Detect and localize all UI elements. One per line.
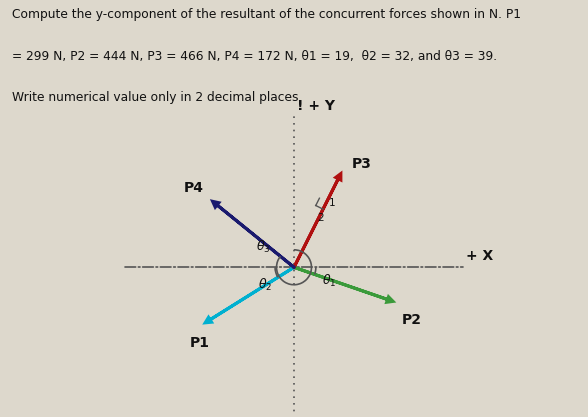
Text: + X: + X bbox=[466, 249, 493, 263]
Text: P3: P3 bbox=[352, 157, 371, 171]
Text: $\theta_1$: $\theta_1$ bbox=[322, 273, 336, 289]
Text: P1: P1 bbox=[189, 336, 209, 349]
FancyArrow shape bbox=[294, 173, 341, 267]
Text: ! + Y: ! + Y bbox=[297, 99, 335, 113]
Text: P4: P4 bbox=[184, 181, 204, 196]
Text: Compute the y-component of the resultant of the concurrent forces shown in N. P1: Compute the y-component of the resultant… bbox=[12, 8, 521, 21]
Text: $\theta_3$: $\theta_3$ bbox=[256, 239, 270, 255]
Text: Write numerical value only in 2 decimal places.: Write numerical value only in 2 decimal … bbox=[12, 91, 302, 104]
FancyArrow shape bbox=[294, 267, 393, 302]
Text: 1: 1 bbox=[329, 198, 336, 208]
FancyArrow shape bbox=[205, 267, 294, 323]
FancyArrow shape bbox=[212, 201, 294, 267]
Text: 2: 2 bbox=[317, 213, 323, 223]
Text: P2: P2 bbox=[402, 313, 422, 327]
Text: = 299 N, P2 = 444 N, P3 = 466 N, P4 = 172 N, θ1 = 19,  θ2 = 32, and θ3 = 39.: = 299 N, P2 = 444 N, P3 = 466 N, P4 = 17… bbox=[12, 50, 497, 63]
Text: $\theta_2$: $\theta_2$ bbox=[258, 277, 272, 294]
